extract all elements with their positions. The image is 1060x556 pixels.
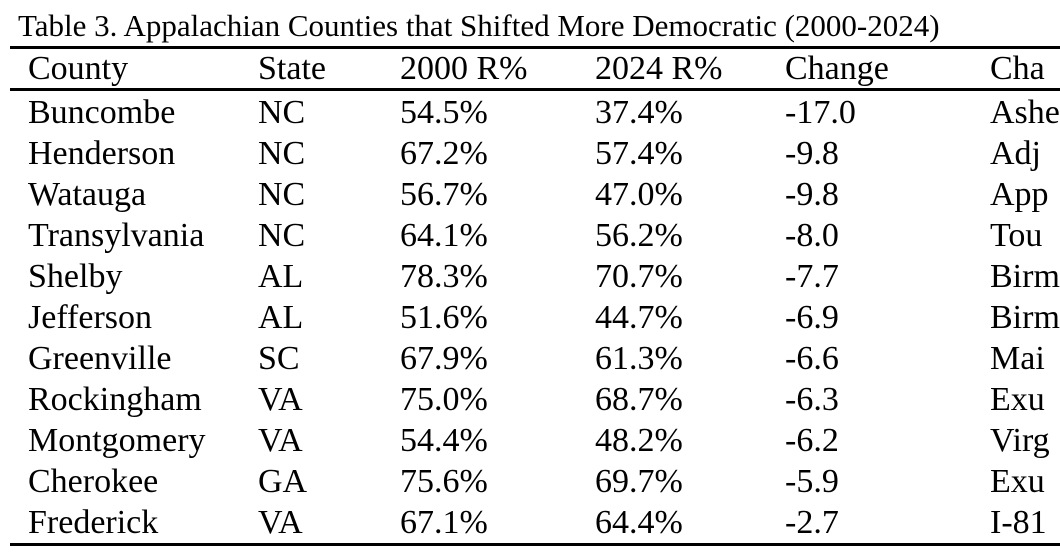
cell-change: -17.0 (785, 94, 856, 131)
table-row: Greenville SC 67.9% 61.3% -6.6 Mai (0, 338, 1060, 379)
column-header-state: State (258, 50, 326, 87)
cell-2000-r-percent: 67.1% (400, 504, 488, 541)
table-row: Rockingham VA 75.0% 68.7% -6.3 Exu (0, 379, 1060, 420)
cell-2000-r-percent: 54.5% (400, 94, 488, 131)
table-row: Jefferson AL 51.6% 44.7% -6.9 Birm (0, 297, 1060, 338)
cell-state: SC (258, 340, 300, 377)
cell-change: -9.8 (785, 135, 839, 172)
cell-state: GA (258, 463, 308, 500)
table-row: Frederick VA 67.1% 64.4% -2.7 I-81 (0, 502, 1060, 543)
cell-2000-r-percent: 54.4% (400, 422, 488, 459)
cell-2024-r-percent: 70.7% (595, 258, 683, 295)
cell-change: -7.7 (785, 258, 839, 295)
column-header-change: Change (785, 50, 889, 87)
cell-2000-r-percent: 75.0% (400, 381, 488, 418)
cell-state: NC (258, 176, 306, 213)
cell-state: NC (258, 94, 306, 131)
cell-2024-r-percent: 68.7% (595, 381, 683, 418)
table-body: Buncombe NC 54.5% 37.4% -17.0 Ashe Hende… (0, 92, 1060, 543)
cell-state: VA (258, 504, 303, 541)
cell-2024-r-percent: 61.3% (595, 340, 683, 377)
table-caption: Table 3. Appalachian Counties that Shift… (18, 8, 940, 43)
table-rule-header (10, 88, 1060, 91)
table-row: Cherokee GA 75.6% 69.7% -5.9 Exu (0, 461, 1060, 502)
column-header-2024-r: 2024 R% (595, 50, 723, 87)
table-row: Montgomery VA 54.4% 48.2% -6.2 Virg (0, 420, 1060, 461)
cell-2000-r-percent: 56.7% (400, 176, 488, 213)
cell-note-truncated: I-81 (990, 504, 1047, 541)
cell-note-truncated: Virg (990, 422, 1050, 459)
column-header-county: County (28, 50, 129, 87)
cell-county: Frederick (28, 504, 159, 541)
cell-2024-r-percent: 47.0% (595, 176, 683, 213)
cell-note-truncated: Adj (990, 135, 1041, 172)
cell-2000-r-percent: 78.3% (400, 258, 488, 295)
table-header-row: County State 2000 R% 2024 R% Change Cha (0, 50, 1060, 88)
cell-2000-r-percent: 64.1% (400, 217, 488, 254)
cell-county: Transylvania (28, 217, 205, 254)
cell-change: -8.0 (785, 217, 839, 254)
cell-state: NC (258, 217, 306, 254)
cell-note-truncated: Exu (990, 381, 1045, 418)
cell-county: Rockingham (28, 381, 202, 418)
cell-change: -9.8 (785, 176, 839, 213)
cell-county: Watauga (28, 176, 147, 213)
cell-change: -6.9 (785, 299, 839, 336)
cell-county: Greenville (28, 340, 172, 377)
cell-state: AL (258, 258, 304, 295)
cell-state: AL (258, 299, 304, 336)
table-rule-bottom (10, 543, 1060, 546)
cell-state: VA (258, 422, 303, 459)
table-row: Shelby AL 78.3% 70.7% -7.7 Birm (0, 256, 1060, 297)
cell-2000-r-percent: 75.6% (400, 463, 488, 500)
table-rule-top (10, 46, 1060, 49)
cell-county: Buncombe (28, 94, 176, 131)
cell-note-truncated: App (990, 176, 1049, 213)
column-header-2000-r: 2000 R% (400, 50, 528, 87)
cell-2024-r-percent: 37.4% (595, 94, 683, 131)
cell-2000-r-percent: 67.9% (400, 340, 488, 377)
cell-2024-r-percent: 57.4% (595, 135, 683, 172)
cell-note-truncated: Tou (990, 217, 1043, 254)
cell-2000-r-percent: 51.6% (400, 299, 488, 336)
cell-change: -6.2 (785, 422, 839, 459)
cell-county: Jefferson (28, 299, 152, 336)
cell-change: -2.7 (785, 504, 839, 541)
cell-county: Henderson (28, 135, 176, 172)
table-row: Henderson NC 67.2% 57.4% -9.8 Adj (0, 133, 1060, 174)
column-header-note-truncated: Cha (990, 50, 1045, 87)
cell-note-truncated: Mai (990, 340, 1045, 377)
cell-note-truncated: Ashe (990, 94, 1060, 131)
cell-2000-r-percent: 67.2% (400, 135, 488, 172)
cell-county: Montgomery (28, 422, 206, 459)
cell-change: -6.3 (785, 381, 839, 418)
cell-state: NC (258, 135, 306, 172)
cell-2024-r-percent: 44.7% (595, 299, 683, 336)
cell-change: -5.9 (785, 463, 839, 500)
cell-change: -6.6 (785, 340, 839, 377)
table-row: Transylvania NC 64.1% 56.2% -8.0 Tou (0, 215, 1060, 256)
cell-note-truncated: Birm (990, 299, 1060, 336)
table-row: Buncombe NC 54.5% 37.4% -17.0 Ashe (0, 92, 1060, 133)
cell-2024-r-percent: 56.2% (595, 217, 683, 254)
cell-2024-r-percent: 48.2% (595, 422, 683, 459)
cell-county: Cherokee (28, 463, 159, 500)
cell-note-truncated: Exu (990, 463, 1045, 500)
cell-2024-r-percent: 64.4% (595, 504, 683, 541)
cell-note-truncated: Birm (990, 258, 1060, 295)
cell-county: Shelby (28, 258, 123, 295)
cell-2024-r-percent: 69.7% (595, 463, 683, 500)
cell-state: VA (258, 381, 303, 418)
table-row: Watauga NC 56.7% 47.0% -9.8 App (0, 174, 1060, 215)
